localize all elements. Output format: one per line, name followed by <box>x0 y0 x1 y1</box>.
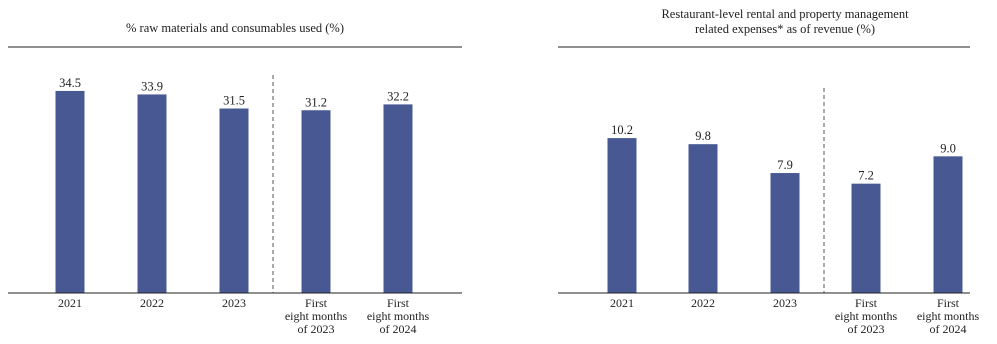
x-tick-label: 2021 <box>58 296 82 310</box>
x-tick-label: 2022 <box>691 296 715 310</box>
x-tick-label: First eight months of 2024 <box>917 296 980 336</box>
bar <box>55 90 85 293</box>
chart-2: Restaurant-level rental and property man… <box>558 7 979 336</box>
bar <box>770 173 800 293</box>
x-tick-label-line: eight months <box>835 309 898 323</box>
x-tick-label: 2022 <box>140 296 164 310</box>
x-tick-label: First eight months of 2024 <box>367 296 430 336</box>
x-tick-label-line: 2022 <box>691 296 715 310</box>
bar <box>851 183 881 293</box>
x-tick-label-line: 2021 <box>610 296 634 310</box>
chart-title-line: related expenses* as of revenue (%) <box>695 22 875 36</box>
x-tick-label: 2023 <box>222 296 246 310</box>
x-tick-label-line: First <box>387 296 410 310</box>
bar <box>688 144 718 293</box>
x-tick-label: First eight months of 2023 <box>835 296 898 336</box>
data-label: 31.5 <box>223 94 245 108</box>
x-tick-label-line: of 2023 <box>298 322 335 336</box>
x-tick-label: 2023 <box>773 296 797 310</box>
bar <box>137 94 167 293</box>
x-tick-label-line: First <box>937 296 960 310</box>
x-tick-label-line: 2023 <box>222 296 246 310</box>
bar <box>933 156 963 293</box>
x-tick-label-line: of 2024 <box>930 322 967 336</box>
data-label: 7.2 <box>858 169 874 183</box>
x-tick-label-line: First <box>855 296 878 310</box>
data-label: 32.2 <box>387 89 409 103</box>
x-tick-label-line: eight months <box>367 309 430 323</box>
data-label: 33.9 <box>141 79 163 93</box>
chart-1: % raw materials and consumables used (%)… <box>8 21 462 336</box>
data-label: 7.9 <box>777 158 793 172</box>
x-tick-label: First eight months of 2023 <box>285 296 348 336</box>
x-tick-label-line: eight months <box>917 309 980 323</box>
data-label: 9.0 <box>940 141 956 155</box>
chart-title-line: Restaurant-level rental and property man… <box>661 7 909 21</box>
chart-title-line: % raw materials and consumables used (%) <box>126 21 344 35</box>
data-label: 31.2 <box>305 95 327 109</box>
x-tick-label-line: 2023 <box>773 296 797 310</box>
x-tick-label: 2021 <box>610 296 634 310</box>
bar <box>219 108 249 293</box>
x-tick-label-line: 2021 <box>58 296 82 310</box>
bar <box>383 104 413 294</box>
x-tick-label-line: 2022 <box>140 296 164 310</box>
bar <box>301 110 331 293</box>
data-label: 9.8 <box>695 129 711 143</box>
x-tick-label-line: of 2023 <box>848 322 885 336</box>
data-label: 34.5 <box>59 76 81 90</box>
data-label: 10.2 <box>611 123 633 137</box>
x-tick-label-line: eight months <box>285 309 348 323</box>
bar <box>607 138 637 293</box>
x-tick-label-line: First <box>305 296 328 310</box>
x-tick-label-line: of 2024 <box>380 322 417 336</box>
